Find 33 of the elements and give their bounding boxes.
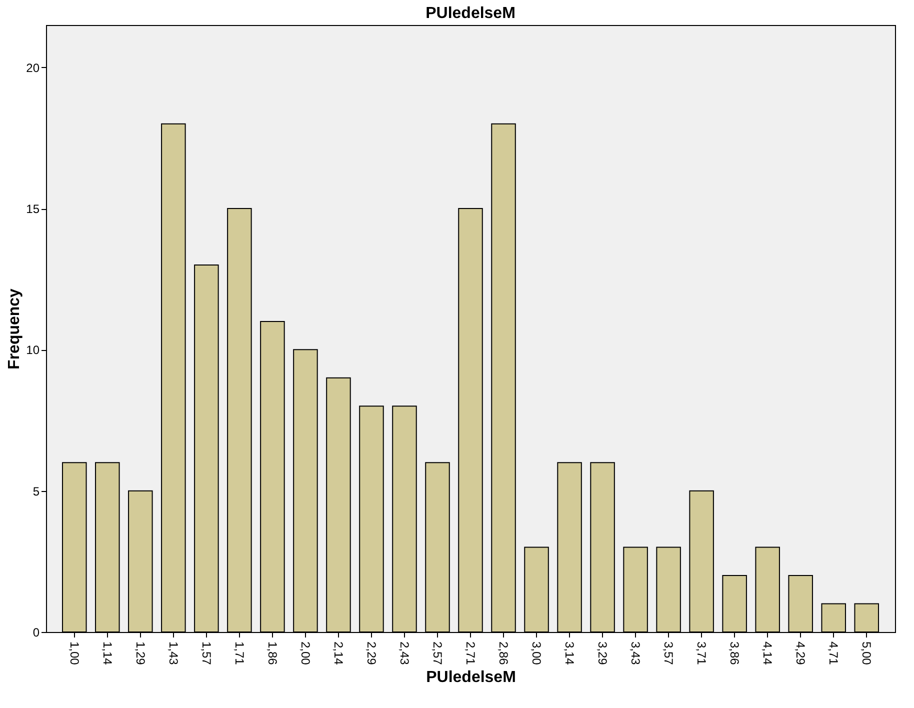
y-tick-label: 20 bbox=[26, 60, 40, 75]
x-tick-label: 3,00 bbox=[530, 642, 544, 666]
x-tick-label: 3,14 bbox=[562, 642, 577, 666]
x-tick-label: 2,43 bbox=[397, 642, 412, 666]
x-tick-label: 2,29 bbox=[364, 642, 378, 666]
chart-title: PUledelseM bbox=[426, 5, 516, 22]
x-tick-label: 3,43 bbox=[628, 642, 643, 666]
y-axis-title: Frequency bbox=[6, 288, 24, 370]
x-tick-label: 3,71 bbox=[694, 642, 709, 666]
x-tick-label: 1,29 bbox=[133, 642, 148, 666]
x-tick-label: 1,57 bbox=[199, 642, 214, 666]
x-tick-label: 1,43 bbox=[166, 642, 180, 666]
x-tick-label: 3,57 bbox=[662, 642, 676, 666]
x-tick-label: 4,29 bbox=[794, 642, 808, 666]
x-tick-label: 1,86 bbox=[265, 642, 280, 666]
x-tick-label: 4,14 bbox=[760, 642, 775, 666]
y-tick-label: 5 bbox=[32, 484, 40, 498]
x-tick-label: 1,00 bbox=[67, 642, 82, 666]
x-tick-label: 3,29 bbox=[596, 642, 610, 666]
x-tick-label: 3,86 bbox=[728, 642, 742, 666]
x-tick-label: 5,00 bbox=[860, 642, 874, 666]
x-tick-label: 2,86 bbox=[496, 642, 511, 666]
x-tick-label: 2,00 bbox=[298, 642, 312, 666]
x-tick-label: 2,71 bbox=[464, 642, 478, 666]
x-tick-label: 1,14 bbox=[100, 642, 114, 666]
y-tick-label: 15 bbox=[26, 202, 40, 216]
y-tick-label: 10 bbox=[26, 343, 40, 358]
x-tick-label: 1,71 bbox=[232, 642, 246, 666]
x-tick-label: 2,14 bbox=[331, 642, 346, 666]
y-tick-label: 0 bbox=[32, 626, 40, 640]
x-tick-label: 2,57 bbox=[430, 642, 444, 666]
x-tick-label: 4,71 bbox=[826, 642, 841, 666]
x-axis-title: PUledelseM bbox=[426, 668, 516, 686]
